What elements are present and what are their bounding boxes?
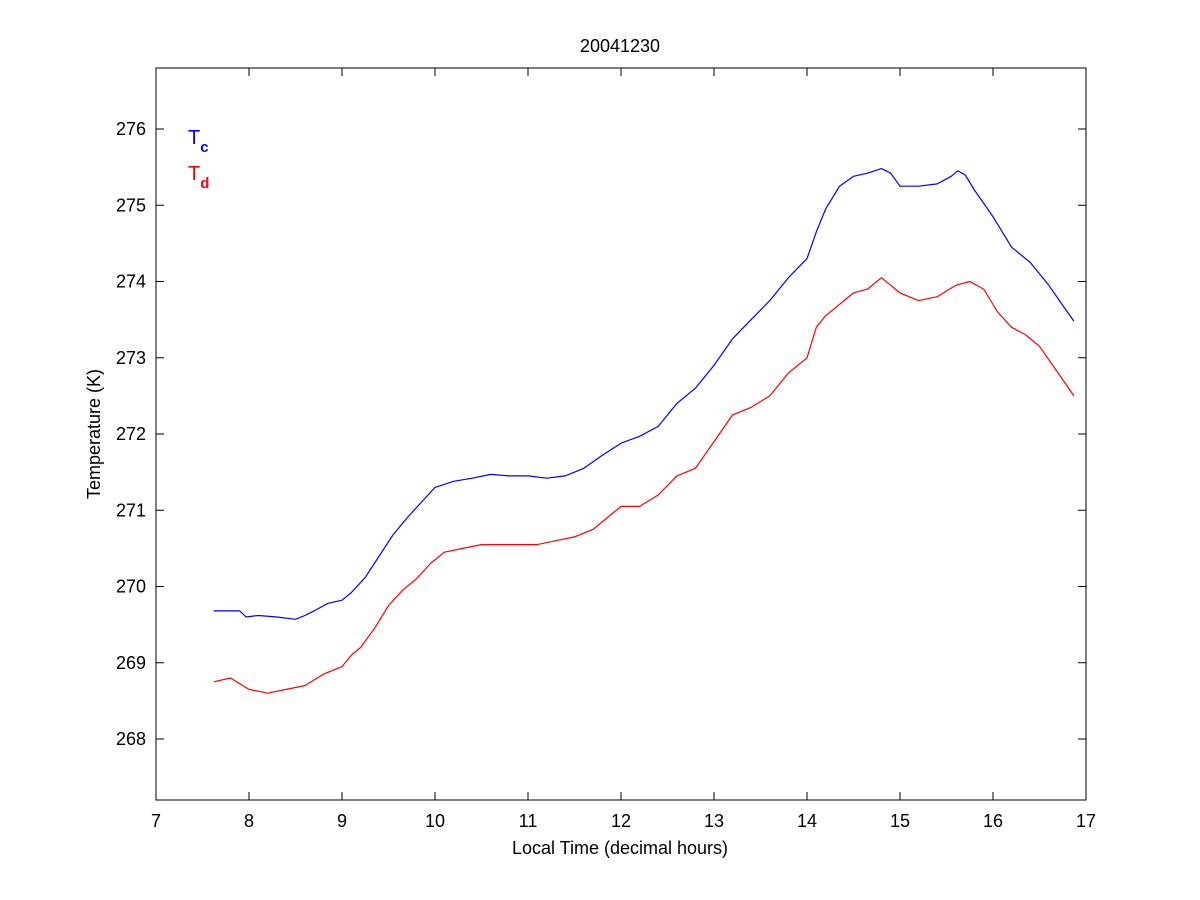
x-tick-label: 10	[425, 811, 445, 831]
y-tick-label: 268	[116, 729, 146, 749]
x-axis: 7 8 9 10 11 12 13 14 15 16 17	[151, 68, 1096, 831]
x-tick-label: 13	[704, 811, 724, 831]
legend: Tc Td	[188, 127, 209, 192]
x-tick-label: 15	[890, 811, 910, 831]
x-tick-label: 9	[337, 811, 347, 831]
x-tick-label: 14	[797, 811, 817, 831]
y-tick-label: 275	[116, 195, 146, 215]
x-tick-label: 12	[611, 811, 631, 831]
x-tick-label: 7	[151, 811, 161, 831]
chart-title: 20041230	[580, 36, 660, 56]
legend-entry-tc: Tc	[188, 127, 209, 156]
y-axis-label: Temperature (K)	[84, 369, 104, 499]
y-axis: 268 269 270 271 272 273 274 275 276	[116, 119, 1086, 749]
x-tick-label: 16	[983, 811, 1003, 831]
y-tick-label: 273	[116, 348, 146, 368]
legend-label: Tc	[188, 127, 209, 156]
y-tick-label: 276	[116, 119, 146, 139]
y-tick-label: 270	[116, 577, 146, 597]
legend-entry-td: Td	[188, 163, 209, 192]
y-tick-label: 269	[116, 653, 146, 673]
x-tick-label: 8	[244, 811, 254, 831]
plot-area	[155, 67, 1087, 801]
series-layer	[213, 168, 1075, 694]
series-line-tc	[213, 168, 1075, 620]
x-tick-label: 17	[1076, 811, 1096, 831]
y-tick-label: 272	[116, 424, 146, 444]
series-line-td	[213, 277, 1075, 694]
y-tick-label: 271	[116, 500, 146, 520]
y-tick-label: 274	[116, 272, 146, 292]
legend-label: Td	[188, 163, 209, 192]
x-axis-label: Local Time (decimal hours)	[512, 838, 728, 858]
x-tick-label: 11	[519, 811, 538, 831]
